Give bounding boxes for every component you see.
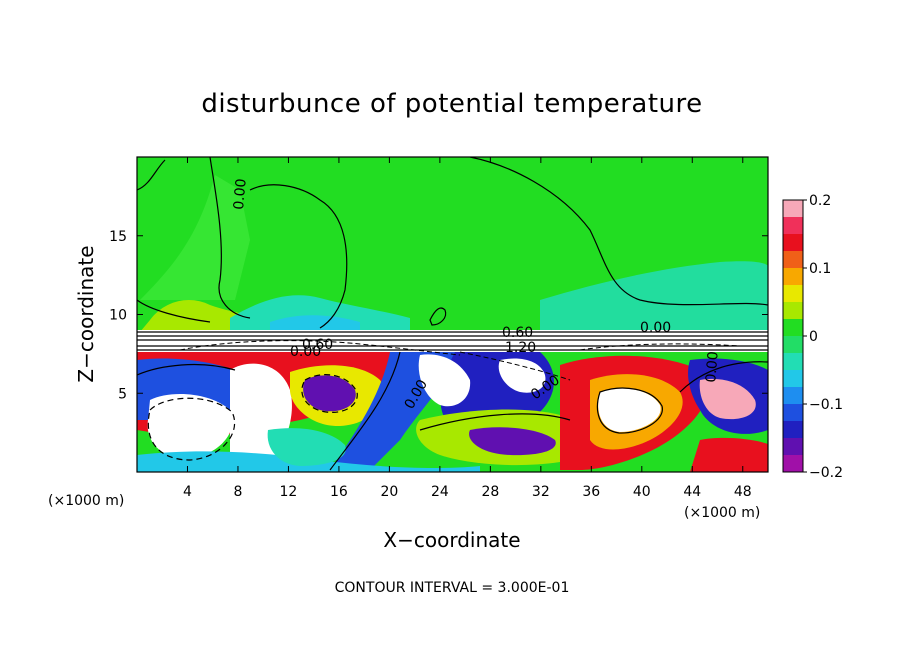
dashed-inversion-contours [179,340,741,381]
colorbar-tick-label: −0.2 [809,465,843,481]
x-tick-label: 36 [582,484,600,500]
y-axis-title: Z−coordinate [74,245,98,382]
colorbar-swatch [783,370,803,388]
colorbar-swatch [783,455,803,473]
contour-lines [137,157,768,471]
colorbar-tick-label: −0.1 [809,397,843,413]
colorbar-swatch [783,217,803,235]
x-tick-label: 40 [633,484,651,500]
plot-area [137,157,768,472]
inversion-lines [137,331,768,351]
contour-label: 0.60 [302,337,333,353]
x-tick-label: 44 [683,484,701,500]
colorbar-swatch [783,404,803,422]
colorbar-swatch [783,200,803,218]
colorbar-tick-label: 0 [809,329,818,345]
colorbar [783,200,803,473]
x-tick-label: 32 [532,484,550,500]
x-unit-left: (×1000 m) [48,493,124,509]
x-tick-label: 8 [233,484,242,500]
contour-label: 0.00 [703,351,722,383]
colorbar-swatch [783,268,803,286]
y-axis-ticks: 5 10 15 [109,229,768,402]
x-tick-label: 20 [380,484,398,500]
inversion-band [137,330,768,352]
x-axis-ticks: 4 8 12 16 20 24 28 32 36 40 44 48 [183,157,752,500]
lower-turbulent-field [137,352,768,472]
y-tick-label: 15 [109,229,127,245]
colorbar-swatch [783,251,803,269]
contour-label: 1.20 [505,340,536,356]
y-tick-label: 10 [109,308,127,324]
colorbar-swatch [783,285,803,303]
colorbar-swatch [783,438,803,456]
contour-interval-text: CONTOUR INTERVAL = 3.000E-01 [335,580,570,596]
colorbar-tick-label: 0.2 [809,193,831,209]
x-tick-label: 16 [330,484,348,500]
contour-label: 0.00 [640,320,671,336]
x-tick-label: 12 [280,484,298,500]
upper-cyan-patch-2 [540,261,768,332]
colorbar-frame [782,199,804,473]
colorbar-swatch [783,336,803,354]
colorbar-swatch [783,353,803,371]
x-tick-label: 28 [481,484,499,500]
contour-label: 0.00 [290,344,321,360]
x-tick-label: 24 [431,484,449,500]
colorbar-swatch [783,302,803,320]
y-tick-label: 5 [118,386,127,402]
x-unit-right: (×1000 m) [684,505,760,521]
colorbar-swatch [783,387,803,405]
x-axis-title: X−coordinate [383,528,520,552]
colorbar-swatch [783,421,803,439]
chart-title: disturbunce of potential temperature [201,89,702,119]
contour-label: 0.00 [231,178,250,210]
colorbar-swatch [783,234,803,252]
upper-cyan-patch-3 [270,315,360,332]
colorbar-ticks: 0.2 0.1 0 −0.1 −0.2 [803,193,843,481]
upper-green-highlight [140,175,250,300]
colorbar-swatch [783,319,803,337]
contour-label: 0.60 [502,325,533,341]
x-tick-label: 4 [183,484,192,500]
x-tick-label: 48 [734,484,752,500]
colorbar-tick-label: 0.1 [809,261,831,277]
